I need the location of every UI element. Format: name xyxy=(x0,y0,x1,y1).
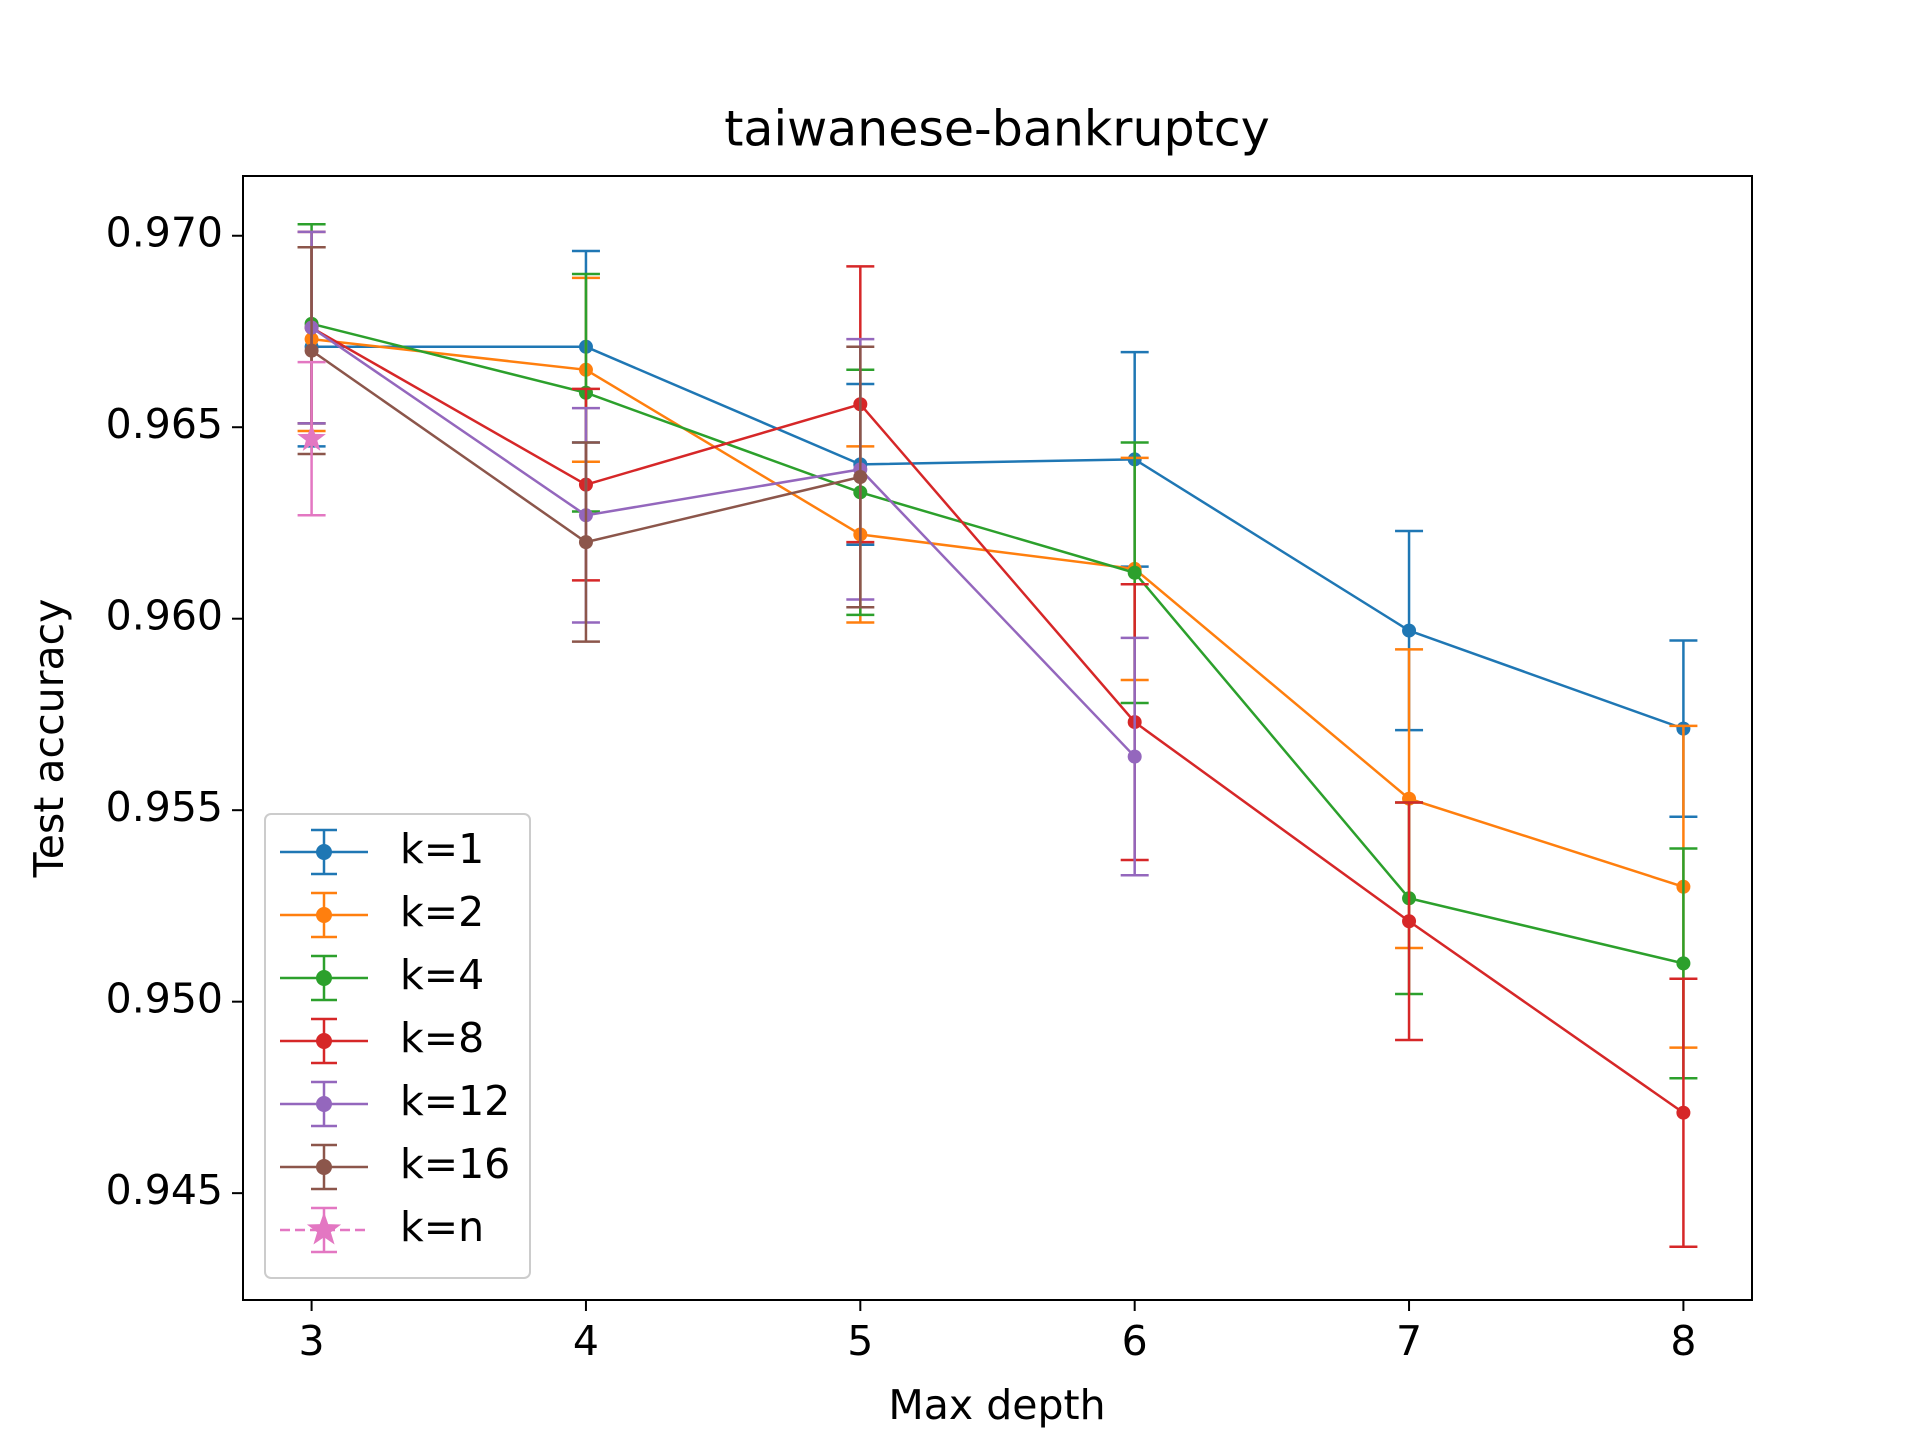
marker xyxy=(1402,914,1417,929)
marker xyxy=(304,343,319,358)
legend-label: k=2 xyxy=(400,888,484,936)
x-tick-label: 6 xyxy=(1122,1317,1148,1365)
y-tick-label: 0.950 xyxy=(106,975,223,1023)
y-tick-label: 0.955 xyxy=(106,783,223,831)
x-tick-label: 5 xyxy=(847,1317,873,1365)
legend-label: k=4 xyxy=(400,951,484,999)
legend-label: k=12 xyxy=(400,1077,510,1125)
x-tick-label: 4 xyxy=(573,1317,599,1365)
series-line xyxy=(311,337,1684,888)
y-axis-label: Test accuracy xyxy=(25,599,73,879)
y-tick-label: 0.960 xyxy=(106,592,223,640)
series-line xyxy=(311,322,1684,965)
marker xyxy=(1127,749,1142,764)
marker xyxy=(316,1096,332,1112)
series-line xyxy=(311,345,1684,730)
x-tick-label: 7 xyxy=(1396,1317,1422,1365)
x-tick-label: 3 xyxy=(299,1317,325,1365)
marker xyxy=(316,844,332,860)
marker xyxy=(297,423,326,451)
marker xyxy=(316,970,332,986)
marker xyxy=(1402,623,1417,638)
marker xyxy=(578,535,593,550)
marker xyxy=(1127,565,1142,580)
chart-title: taiwanese-bankruptcy xyxy=(724,101,1270,158)
legend-label: k=16 xyxy=(400,1140,510,1188)
legend-label: k=8 xyxy=(400,1014,484,1062)
x-axis-label: Max depth xyxy=(888,1381,1105,1429)
marker xyxy=(316,1159,332,1175)
x-tick-label: 8 xyxy=(1670,1317,1696,1365)
y-tick-label: 0.965 xyxy=(106,400,223,448)
marker xyxy=(1676,1105,1691,1120)
marker xyxy=(306,1212,342,1245)
marker xyxy=(316,1033,332,1049)
legend-label: k=1 xyxy=(400,825,484,873)
legend-box xyxy=(264,813,531,1279)
legend-label: k=n xyxy=(400,1203,484,1251)
legend: k=1 k=2 k=4 k=8 k=12 k=16 k=n xyxy=(264,813,531,1279)
y-tick-label: 0.970 xyxy=(106,209,223,257)
series-line xyxy=(310,326,1685,1114)
marker xyxy=(316,907,332,923)
y-tick-label: 0.945 xyxy=(106,1166,223,1214)
marker xyxy=(1676,956,1691,971)
series-line xyxy=(310,326,1136,758)
plot-frame xyxy=(242,175,1753,1301)
marker xyxy=(853,470,868,485)
